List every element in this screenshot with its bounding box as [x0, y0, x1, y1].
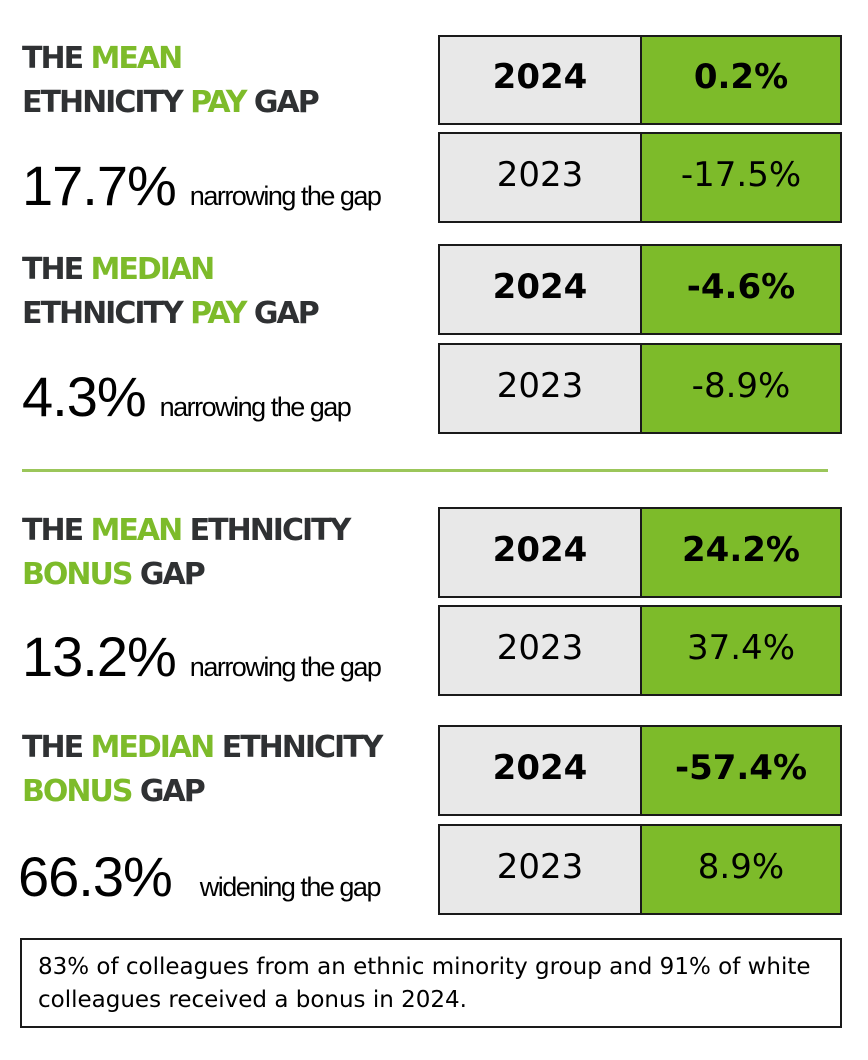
heading-text: ETHNICITY	[22, 296, 191, 331]
gap-change-mean-bonus: 13.2% narrowing the gap	[22, 625, 382, 688]
value-cell-2023: 8.9%	[640, 824, 842, 915]
year-cell-2023: 2023	[438, 605, 642, 696]
heading-text: GAP	[131, 774, 206, 809]
gap-change-median-bonus: 66.3% widening the gap	[18, 845, 382, 908]
big-number: 4.3%	[22, 365, 147, 428]
section-heading-mean-pay: THE MEAN ETHNICITY PAY GAP	[22, 37, 320, 125]
heading-highlight: PAY	[190, 296, 247, 331]
value-cell-2023: -17.5%	[640, 132, 842, 223]
section-heading-mean-bonus: THE MEAN ETHNICITY BONUS GAP	[22, 509, 352, 597]
year-cell-2024: 2024	[438, 35, 642, 125]
trend-text: narrowing the gap	[189, 652, 382, 682]
heading-highlight: BONUS	[22, 557, 133, 592]
year-cell-2024: 2024	[438, 244, 642, 335]
section-heading-median-bonus: THE MEDIAN ETHNICITY BONUS GAP	[22, 726, 384, 814]
big-number: 17.7%	[22, 154, 177, 217]
section-heading-median-pay: THE MEDIAN ETHNICITY PAY GAP	[22, 248, 320, 336]
heading-text: THE	[22, 41, 91, 76]
value-cell-2024: 0.2%	[640, 35, 842, 125]
value-cell-2024: -57.4%	[640, 725, 842, 816]
bonus-note: 83% of colleagues from an ethnic minorit…	[20, 938, 842, 1028]
gap-change-median-pay: 4.3% narrowing the gap	[22, 365, 352, 428]
value-cell-2024: 24.2%	[640, 507, 842, 598]
heading-highlight: BONUS	[22, 774, 133, 809]
year-cell-2024: 2024	[438, 507, 642, 598]
trend-text: widening the gap	[199, 872, 382, 902]
heading-text: THE	[22, 513, 91, 548]
heading-highlight: MEAN	[90, 513, 184, 548]
heading-highlight: PAY	[190, 85, 247, 120]
heading-highlight: MEDIAN	[90, 252, 216, 287]
heading-text: ETHNICITY	[22, 85, 191, 120]
year-cell-2023: 2023	[438, 132, 642, 223]
heading-text: ETHNICITY	[181, 513, 352, 548]
trend-text: narrowing the gap	[189, 181, 382, 211]
heading-text: GAP	[245, 85, 320, 120]
year-cell-2023: 2023	[438, 824, 642, 915]
heading-highlight: MEAN	[90, 41, 184, 76]
value-cell-2023: -8.9%	[640, 343, 842, 434]
value-cell-2023: 37.4%	[640, 605, 842, 696]
big-number: 13.2%	[22, 625, 177, 688]
trend-text: narrowing the gap	[159, 392, 352, 422]
heading-text: GAP	[131, 557, 206, 592]
value-cell-2024: -4.6%	[640, 244, 842, 335]
heading-text: THE	[22, 252, 91, 287]
heading-highlight: MEDIAN	[90, 730, 216, 765]
heading-text: THE	[22, 730, 91, 765]
section-divider	[22, 469, 828, 472]
year-cell-2024: 2024	[438, 725, 642, 816]
big-number: 66.3%	[18, 845, 173, 908]
heading-text: ETHNICITY	[213, 730, 384, 765]
year-cell-2023: 2023	[438, 343, 642, 434]
heading-text: GAP	[245, 296, 320, 331]
gap-change-mean-pay: 17.7% narrowing the gap	[22, 154, 382, 217]
